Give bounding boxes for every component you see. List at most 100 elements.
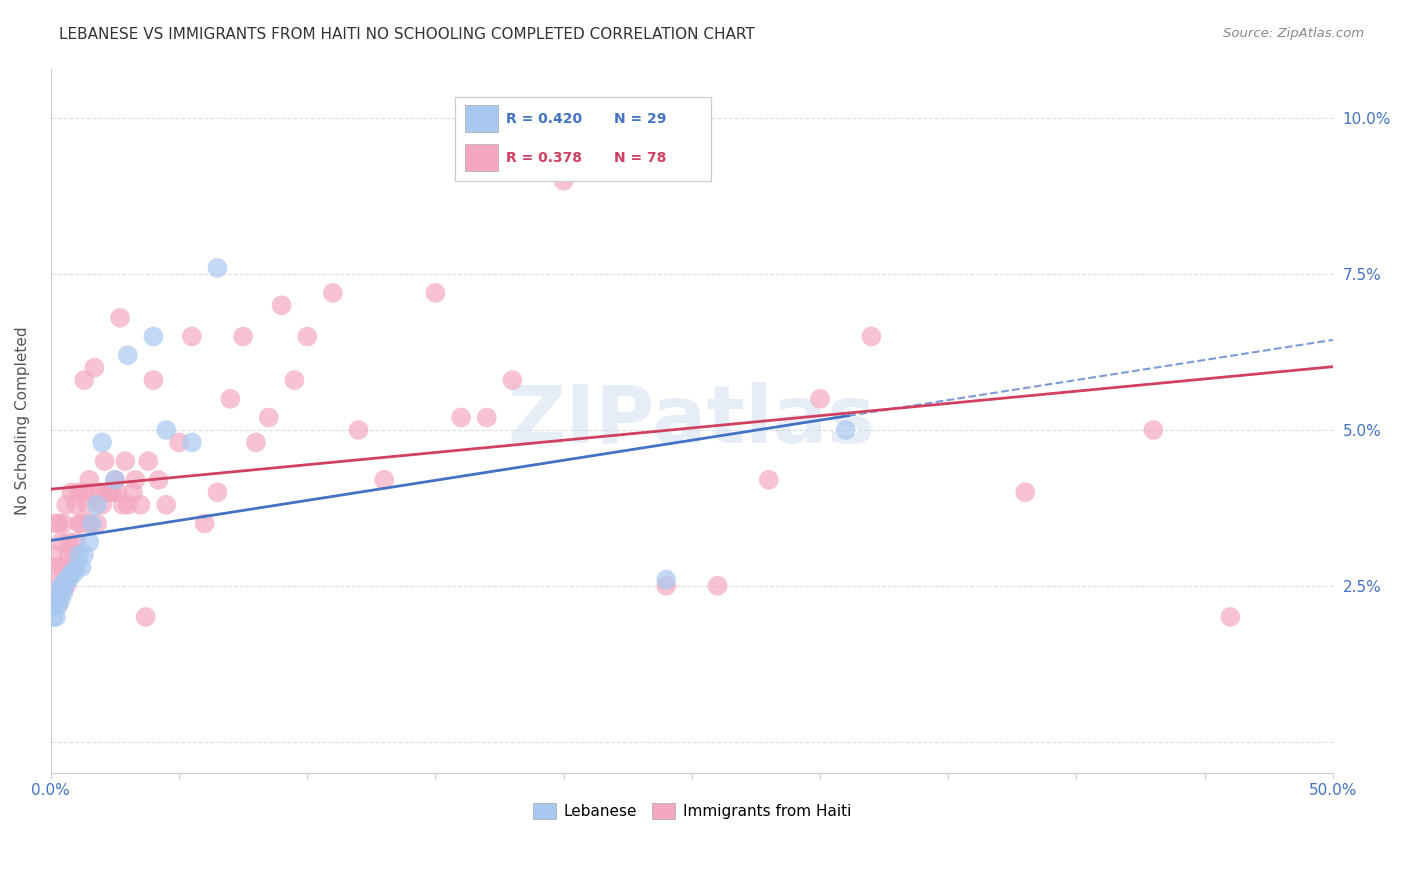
Point bbox=[232, 329, 254, 343]
Point bbox=[107, 485, 129, 500]
Point bbox=[860, 329, 883, 343]
Point bbox=[553, 174, 575, 188]
Point bbox=[55, 579, 77, 593]
Point bbox=[207, 260, 229, 275]
Point bbox=[86, 498, 108, 512]
Point bbox=[63, 548, 86, 562]
Point bbox=[603, 161, 626, 176]
Point bbox=[52, 516, 75, 531]
Point bbox=[58, 548, 80, 562]
Point bbox=[58, 535, 80, 549]
Point bbox=[114, 454, 136, 468]
Point bbox=[91, 498, 114, 512]
Point bbox=[52, 585, 75, 599]
Point bbox=[80, 485, 103, 500]
Point bbox=[347, 423, 370, 437]
Point bbox=[89, 485, 111, 500]
Point bbox=[63, 566, 86, 581]
Point bbox=[73, 485, 96, 500]
Point bbox=[104, 473, 127, 487]
Point bbox=[42, 579, 65, 593]
Point bbox=[322, 285, 344, 300]
Point bbox=[219, 392, 242, 406]
Point bbox=[76, 498, 98, 512]
Point bbox=[111, 498, 134, 512]
Point bbox=[83, 360, 105, 375]
Point bbox=[79, 516, 101, 531]
Point bbox=[117, 348, 139, 362]
Point bbox=[124, 473, 146, 487]
Point bbox=[49, 579, 72, 593]
Point bbox=[450, 410, 472, 425]
Point bbox=[1014, 485, 1036, 500]
Point bbox=[42, 548, 65, 562]
Point bbox=[104, 473, 127, 487]
Text: Source: ZipAtlas.com: Source: ZipAtlas.com bbox=[1223, 27, 1364, 40]
Text: ZIPatlas: ZIPatlas bbox=[508, 382, 876, 459]
Point bbox=[52, 579, 75, 593]
Point bbox=[65, 560, 87, 574]
Point bbox=[655, 579, 678, 593]
Point bbox=[1142, 423, 1164, 437]
Point bbox=[270, 298, 292, 312]
Point bbox=[98, 485, 121, 500]
Point bbox=[167, 435, 190, 450]
Point bbox=[55, 573, 77, 587]
Point bbox=[79, 535, 101, 549]
Point bbox=[96, 485, 118, 500]
Point bbox=[49, 560, 72, 574]
Point bbox=[70, 560, 93, 574]
Point bbox=[67, 516, 90, 531]
Point bbox=[91, 435, 114, 450]
Point bbox=[283, 373, 305, 387]
Point bbox=[117, 498, 139, 512]
Point bbox=[808, 392, 831, 406]
Point bbox=[135, 610, 157, 624]
Point bbox=[758, 473, 780, 487]
Point bbox=[180, 435, 202, 450]
Point bbox=[180, 329, 202, 343]
Point bbox=[58, 573, 80, 587]
Point bbox=[60, 485, 83, 500]
Point bbox=[45, 610, 67, 624]
Point bbox=[49, 591, 72, 606]
Point bbox=[73, 548, 96, 562]
Point bbox=[706, 579, 728, 593]
Text: LEBANESE VS IMMIGRANTS FROM HAITI NO SCHOOLING COMPLETED CORRELATION CHART: LEBANESE VS IMMIGRANTS FROM HAITI NO SCH… bbox=[59, 27, 755, 42]
Point bbox=[297, 329, 319, 343]
Point bbox=[80, 516, 103, 531]
Point bbox=[194, 516, 217, 531]
Point bbox=[475, 410, 498, 425]
Point bbox=[48, 598, 70, 612]
Point bbox=[501, 373, 523, 387]
Legend: Lebanese, Immigrants from Haiti: Lebanese, Immigrants from Haiti bbox=[527, 797, 858, 825]
Point bbox=[257, 410, 280, 425]
Point bbox=[136, 454, 159, 468]
Point bbox=[48, 516, 70, 531]
Point bbox=[373, 473, 395, 487]
Point bbox=[655, 573, 678, 587]
Point bbox=[48, 598, 70, 612]
Point bbox=[49, 535, 72, 549]
Point bbox=[79, 473, 101, 487]
Point bbox=[1219, 610, 1241, 624]
Point bbox=[93, 454, 115, 468]
Point bbox=[65, 498, 87, 512]
Point bbox=[207, 485, 229, 500]
Point bbox=[45, 560, 67, 574]
Point bbox=[67, 485, 90, 500]
Point bbox=[73, 373, 96, 387]
Point bbox=[101, 485, 124, 500]
Point bbox=[142, 329, 165, 343]
Y-axis label: No Schooling Completed: No Schooling Completed bbox=[15, 326, 30, 515]
Point bbox=[155, 423, 177, 437]
Point bbox=[48, 585, 70, 599]
Point bbox=[45, 598, 67, 612]
Point bbox=[67, 548, 90, 562]
Point bbox=[108, 310, 131, 325]
Point bbox=[55, 498, 77, 512]
Point bbox=[425, 285, 447, 300]
Point bbox=[42, 610, 65, 624]
Point bbox=[60, 566, 83, 581]
Point bbox=[60, 560, 83, 574]
